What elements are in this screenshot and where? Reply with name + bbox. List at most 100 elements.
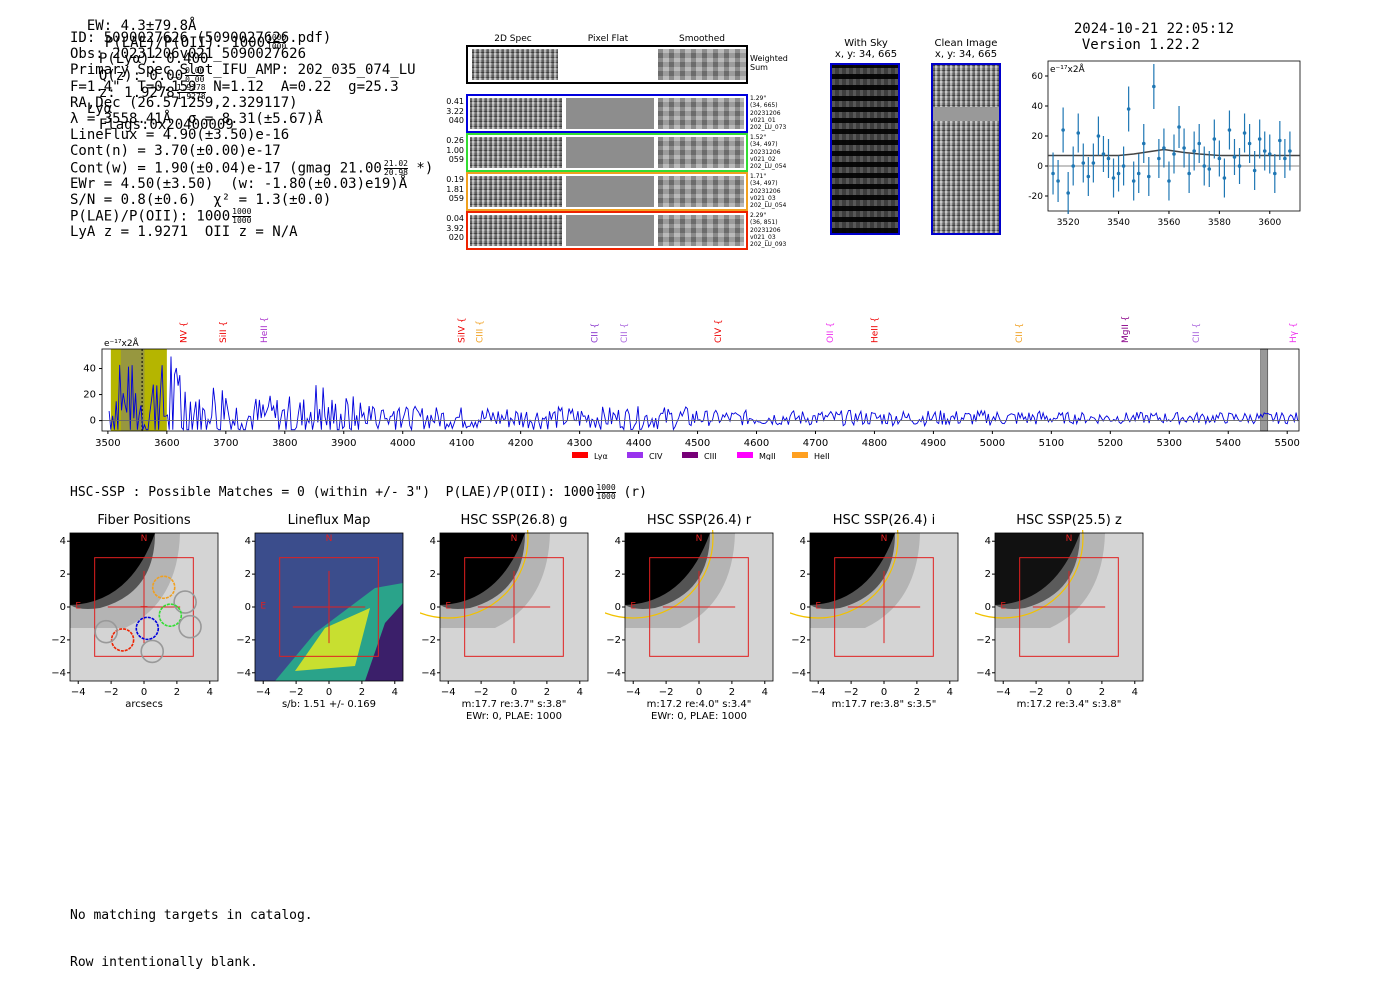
x-tick-label: 5300 [1157, 438, 1182, 449]
cutout-left-values: 0.19 1.81 059 [446, 175, 464, 204]
x-tick-label: 3800 [272, 438, 297, 449]
data-point [1207, 167, 1212, 171]
detect-id: ID: 5090027626 (5090027626.pdf) [70, 30, 332, 46]
y-tick-label: 4 [430, 536, 436, 547]
plae-hi: 1000 [267, 33, 287, 43]
weighted-label: Weighted Sum [750, 54, 788, 72]
y-tick-label: 0 [90, 416, 96, 427]
aperture-circle [605, 530, 714, 619]
hsc-panel-title: Lineflux Map [287, 513, 371, 528]
region-box [464, 557, 564, 657]
y-tick-label: 0 [60, 602, 66, 613]
cutout-right-value: 2.29" [750, 212, 767, 219]
cont-w-hi: 21.02 [383, 158, 408, 169]
x-tick-label: −4 [256, 687, 271, 698]
cont-n: Cont(n) = 3.70(±0.00)e-17 [70, 143, 281, 160]
cutout-left-value: 020 [448, 233, 464, 242]
hsc-panel-title: HSC SSP(25.5) z [1016, 513, 1122, 528]
cutout-right-value: 202_LU_054 [750, 163, 787, 171]
obs-id: Obs: 20231206v021_5090027626 [70, 46, 307, 63]
legend-swatch [627, 452, 643, 458]
x-tick-label: 4 [762, 687, 768, 698]
x-tick-label: 3600 [154, 438, 179, 449]
x-tick-label: −2 [659, 687, 674, 698]
x-tick-label: −2 [1029, 687, 1044, 698]
hsc-panel-image: N E −4 −4 −2 −2 0 0 2 2 4 4 m:17.2 re:3.4" s:3.8" [975, 530, 1144, 710]
x-tick-label: 3520 [1057, 218, 1080, 228]
x-tick-label: 2 [174, 687, 180, 698]
cont-w-lo: 20.98 [383, 167, 408, 177]
x-tick-label: −2 [289, 687, 304, 698]
x-tick-label: 0 [326, 687, 332, 698]
hsc-panel: HSC SSP(26.4) r N E −4 −4 −2 −2 0 0 2 2 4 4 m:17.2 re… [605, 510, 793, 725]
y-tick-label: −2 [236, 635, 251, 646]
legend-swatch [737, 452, 753, 458]
galaxy-halo [70, 533, 180, 628]
cutout-left-values: 0.04 3.92 020 [446, 214, 464, 243]
hsc-hi: 1000 [596, 483, 616, 493]
legend-entry: Lyα [572, 452, 608, 460]
hsc-xlabel: m:17.2 re:4.0" s:3.4" [647, 699, 752, 710]
data-point [1081, 161, 1086, 165]
masked-region [1260, 348, 1269, 432]
data-point [1262, 149, 1267, 153]
y-tick-label: 40 [83, 364, 96, 375]
data-point [1187, 171, 1191, 176]
legend-swatch [792, 452, 808, 458]
x-tick-label: −4 [811, 687, 826, 698]
fiber-circle [110, 628, 135, 652]
data-point [1096, 134, 1101, 138]
line-marker-label: MgII { [1121, 316, 1131, 343]
x-tick-label: 0 [696, 687, 702, 698]
hsc-panel-title: HSC SSP(26.4) i [832, 513, 936, 528]
data-point [1131, 179, 1136, 183]
cutout-right-value: v021_03 [750, 233, 776, 241]
cutout-flat [566, 137, 654, 168]
y-tick-label: 2 [615, 569, 621, 580]
line-marker: CII { [1192, 323, 1202, 343]
data-point [1288, 149, 1292, 153]
legend-label: CIII [704, 452, 717, 460]
legend-swatch [682, 452, 698, 458]
x-tick-label: 5100 [1039, 438, 1064, 449]
x-tick-label: 4100 [449, 438, 474, 449]
clean-image [931, 63, 1001, 235]
north-label: N [696, 534, 703, 544]
legend-entry: MgII [737, 452, 776, 460]
data-point [1141, 141, 1146, 146]
x-tick-label: 4900 [921, 438, 946, 449]
east-label: E [75, 602, 81, 612]
cont-w: Cont(w) = 1.90(±0.04)e-17 (gmag 21.00 21.… [70, 158, 433, 177]
clean-image-title: Clean Image x, y: 34, 665 [930, 38, 1002, 60]
y-tick-label: 0 [800, 602, 806, 613]
x-tick-label: −2 [844, 687, 859, 698]
cutout-right-value: 1.71" [750, 173, 767, 180]
lineflux: LineFlux = 4.90(±3.50)e-16 [70, 127, 290, 144]
galaxy-halo [440, 533, 550, 628]
x-tick-label: 4 [577, 687, 583, 698]
x-tick-label: −2 [104, 687, 119, 698]
x-tick-label: 4000 [390, 438, 415, 449]
x-tick-label: 3580 [1208, 218, 1231, 228]
data-point [1237, 164, 1242, 168]
cutout-row [466, 133, 748, 172]
line-fit-chart: -20 0 20 40 60 3520 3540 3560 3580 3600 e⁻¹⁷x2Å [1028, 60, 1301, 228]
catalog-footer: No matching targets in catalog. Row inte… [70, 877, 313, 986]
qz-value: Q(z): 0.00 [98, 67, 184, 84]
data-point [1116, 171, 1121, 176]
cutout-right-value: 20231206 [750, 187, 781, 195]
line-marker: SiIV { [458, 317, 468, 343]
plae-ratio-hi: 1000 [232, 207, 252, 218]
data-point [1147, 174, 1151, 179]
line-marker-label: SiIV { [458, 317, 468, 343]
lambda-sigma: λ = 3558.41Å σ = 8.31(±5.67)Å [70, 110, 323, 127]
plae-ratio-lo: 1000 [232, 216, 252, 226]
hsc-panel: Fiber Positions N E + −4 −4 −2 −2 0 0 2 2 4 4 arcsecs [50, 510, 238, 725]
data-point [1157, 156, 1161, 161]
cutout-right-values: 1.52" (34, 497) 20231206 v021_02 202_LU_054 [750, 134, 786, 170]
north-label: N [141, 534, 148, 544]
hsc-panel-image: N E −4 −4 −2 −2 0 0 2 2 4 4 s/b: 1.51 +/- 0.169 [236, 532, 404, 710]
footer-line-2: Row intentionally blank. [70, 954, 258, 970]
plae-ratio-text: P(LAE)/P(OII): 1000 [70, 208, 231, 225]
cutout-smooth [658, 98, 744, 129]
